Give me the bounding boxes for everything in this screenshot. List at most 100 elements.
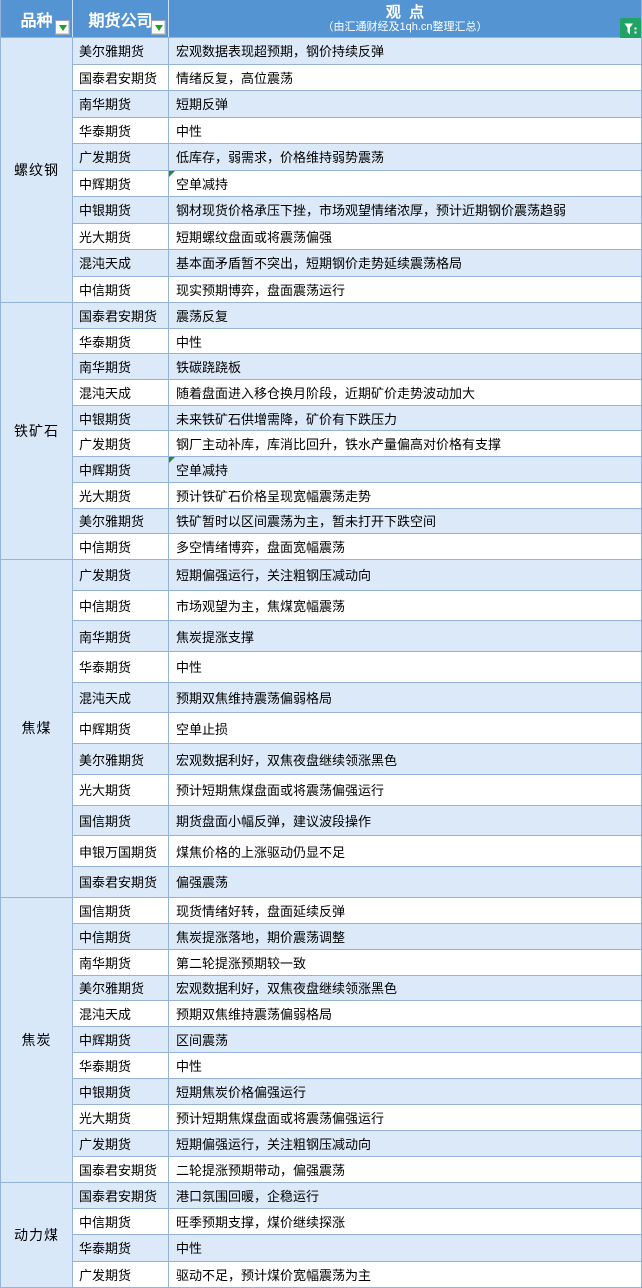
- viewpoint-text: 现实预期博弈，盘面震荡运行: [176, 282, 346, 298]
- viewpoint-cell: 偏强震荡: [169, 867, 641, 898]
- viewpoint-text: 空单减持: [176, 462, 229, 478]
- table-row: 南华期货 短期反弹: [73, 91, 641, 118]
- viewpoint-text: 中性: [176, 1059, 203, 1075]
- header-viewpoint-subtitle: （由汇通财经及1qh.cn整理汇总）: [322, 20, 488, 33]
- dropdown-arrow-icon: [154, 24, 163, 31]
- viewpoint-text: 中性: [176, 334, 203, 350]
- viewpoint-text: 偏强震荡: [176, 875, 229, 891]
- section-rows: 广发期货 短期偏强运行，关注粗钢压减动向 中信期货 市场观望为主，焦煤宽幅震荡 南华期货…: [73, 559, 641, 898]
- company-cell: 国泰君安期货: [73, 1182, 169, 1209]
- viewpoint-cell: 短期螺纹盘面或将震荡偏强: [169, 223, 641, 250]
- variety-cell: 焦煤: [1, 559, 73, 898]
- viewpoint-cell: 情绪反复，高位震荡: [169, 64, 641, 91]
- table-row: 混沌天成 随着盘面进入移仓换月阶段，近期矿价走势波动加大: [73, 380, 641, 406]
- comment-marker-icon: [169, 457, 175, 464]
- viewpoint-cell: 宏观数据利好，双焦夜盘继续领涨黑色: [169, 744, 641, 775]
- company-cell: 国泰君安期货: [73, 1156, 169, 1183]
- table-row: 混沌天成 预期双焦维持震荡偏弱格局: [73, 682, 641, 714]
- viewpoint-text: 焦炭提涨落地，期价震荡调整: [176, 929, 346, 945]
- table-row: 中辉期货 空单减持: [73, 457, 641, 483]
- viewpoint-text: 震荡反复: [176, 308, 229, 324]
- viewpoint-cell: 市场观望为主，焦煤宽幅震荡: [169, 590, 641, 622]
- viewpoint-text: 预计短期焦煤盘面或将震荡偏强运行: [176, 1110, 385, 1126]
- table-row: 中银期货 钢材现货价格承压下挫，市场观望情绪浓厚，预计近期钢价震荡趋弱: [73, 197, 641, 224]
- table-row: 广发期货 驱动不足，预计煤价宽幅震荡为主: [73, 1261, 641, 1288]
- viewpoint-cell: 短期偏强运行，关注粗钢压减动向: [169, 559, 641, 591]
- viewpoint-text: 空单止损: [176, 721, 229, 737]
- company-cell: 混沌天成: [73, 380, 169, 406]
- company-cell: 光大期货: [73, 1105, 169, 1131]
- viewpoint-cell: 预计短期焦煤盘面或将震荡偏强运行: [169, 1105, 641, 1131]
- viewpoint-text: 短期偏强运行，关注粗钢压减动向: [176, 1136, 372, 1152]
- table-row: 国泰君安期货 情绪反复，高位震荡: [73, 64, 641, 91]
- table-row: 光大期货 预计铁矿石价格呈现宽幅震荡走势: [73, 482, 641, 509]
- header-cell-company: 期货公司: [73, 0, 169, 37]
- viewpoint-text: 中性: [176, 660, 203, 676]
- table-row: 中信期货 现实预期博弈，盘面震荡运行: [73, 276, 641, 303]
- viewpoint-text: 空单减持: [176, 176, 229, 192]
- table-row: 国泰君安期货 偏强震荡: [73, 867, 641, 898]
- company-cell: 中信期货: [73, 590, 169, 622]
- viewpoint-cell: 预期双焦维持震荡偏弱格局: [169, 682, 641, 714]
- viewpoint-text: 旺季预期支撑，煤价继续探涨: [176, 1215, 346, 1231]
- company-cell: 广发期货: [73, 431, 169, 458]
- viewpoint-text: 预期双焦维持震荡偏弱格局: [176, 1007, 333, 1023]
- viewpoint-text: 短期反弹: [176, 97, 229, 113]
- viewpoint-cell: 预计铁矿石价格呈现宽幅震荡走势: [169, 482, 641, 509]
- viewpoint-cell: 宏观数据表现超预期，钢价持续反弹: [169, 38, 641, 65]
- company-cell: 中信期货: [73, 276, 169, 303]
- variety-filter-dropdown[interactable]: [55, 20, 70, 35]
- dropdown-arrow-icon: [58, 24, 67, 31]
- filter-icon[interactable]: [620, 18, 641, 40]
- viewpoint-text: 宏观数据利好，双焦夜盘继续领涨黑色: [176, 981, 398, 997]
- company-cell: 中辉期货: [73, 1027, 169, 1054]
- viewpoint-text: 港口氛围回暖，企稳运行: [176, 1188, 320, 1204]
- viewpoint-text: 随着盘面进入移仓换月阶段，近期矿价走势波动加大: [176, 385, 476, 401]
- viewpoint-text: 二轮提涨预期带动，偏强震荡: [176, 1162, 346, 1178]
- header-cell-viewpoint: 观 点 （由汇通财经及1qh.cn整理汇总）: [169, 0, 641, 40]
- company-cell: 中辉期货: [73, 713, 169, 745]
- table-row: 中信期货 市场观望为主，焦煤宽幅震荡: [73, 590, 641, 622]
- header-viewpoint-title: 观 点: [385, 3, 425, 21]
- header-company-label: 期货公司: [88, 12, 153, 30]
- table-row: 国泰君安期货 港口氛围回暖，企稳运行: [73, 1182, 641, 1209]
- company-cell: 中信期货: [73, 923, 169, 950]
- viewpoint-cell: 钢材现货价格承压下挫，市场观望情绪浓厚，预计近期钢价震荡趋弱: [169, 197, 641, 224]
- table-header: 品种 期货公司 观 点 （由汇通财经及1qh.cn整理汇总）: [1, 0, 641, 40]
- company-cell: 美尔雅期货: [73, 744, 169, 775]
- table-row: 华泰期货 中性: [73, 117, 641, 144]
- viewpoint-cell: 宏观数据利好，双焦夜盘继续领涨黑色: [169, 975, 641, 1002]
- viewpoint-text: 宏观数据利好，双焦夜盘继续领涨黑色: [176, 752, 398, 768]
- viewpoint-cell: 驱动不足，预计煤价宽幅震荡为主: [169, 1261, 641, 1288]
- viewpoint-text: 短期焦炭价格偏强运行: [176, 1085, 307, 1101]
- table-row: 广发期货 短期偏强运行，关注粗钢压减动向: [73, 559, 641, 591]
- company-cell: 南华期货: [73, 949, 169, 976]
- viewpoint-text: 短期螺纹盘面或将震荡偏强: [176, 229, 333, 245]
- viewpoint-cell: 中性: [169, 1053, 641, 1080]
- variety-section: 螺纹钢 美尔雅期货 宏观数据表现超预期，钢价持续反弹 国泰君安期货 情绪反复，高位震荡南…: [1, 38, 641, 303]
- viewpoint-text: 短期偏强运行，关注粗钢压减动向: [176, 568, 372, 584]
- company-cell: 中信期货: [73, 1209, 169, 1236]
- table-row: 国信期货 期货盘面小幅反弹，建议波段操作: [73, 805, 641, 837]
- viewpoint-cell: 焦炭提涨支撑: [169, 621, 641, 653]
- company-filter-dropdown[interactable]: [151, 20, 166, 35]
- table-row: 南华期货 铁碳跷跷板: [73, 354, 641, 381]
- table-row: 中辉期货 空单止损: [73, 713, 641, 745]
- viewpoint-text: 未来铁矿石供增需降，矿价有下跌压力: [176, 411, 398, 427]
- company-cell: 广发期货: [73, 144, 169, 171]
- viewpoint-text: 区间震荡: [176, 1033, 229, 1049]
- variety-section: 焦煤 广发期货 短期偏强运行，关注粗钢压减动向 中信期货 市场观望为主，焦煤宽幅震荡 南华…: [1, 559, 641, 898]
- viewpoint-text: 铁碳跷跷板: [176, 360, 242, 376]
- viewpoint-cell: 中性: [169, 117, 641, 144]
- viewpoint-cell: 旺季预期支撑，煤价继续探涨: [169, 1209, 641, 1236]
- company-cell: 美尔雅期货: [73, 508, 169, 535]
- variety-section: 铁矿石 国泰君安期货 震荡反复 华泰期货 中性 南华期货 铁碳跷跷板 混沌天成 随着盘面进入移仓…: [1, 303, 641, 560]
- viewpoint-cell: 钢厂主动补库，库消比回升，铁水产量偏高对价格有支撑: [169, 431, 641, 458]
- viewpoint-cell: 二轮提涨预期带动，偏强震荡: [169, 1156, 641, 1183]
- viewpoint-cell: 低库存，弱需求，价格维持弱势震荡: [169, 144, 641, 171]
- viewpoint-text: 中性: [176, 1241, 203, 1257]
- table-row: 广发期货 钢厂主动补库，库消比回升，铁水产量偏高对价格有支撑: [73, 431, 641, 458]
- viewpoint-text: 现货情绪好转，盘面延续反弹: [176, 903, 346, 919]
- table-row: 国泰君安期货 二轮提涨预期带动，偏强震荡: [73, 1156, 641, 1183]
- company-cell: 混沌天成: [73, 682, 169, 714]
